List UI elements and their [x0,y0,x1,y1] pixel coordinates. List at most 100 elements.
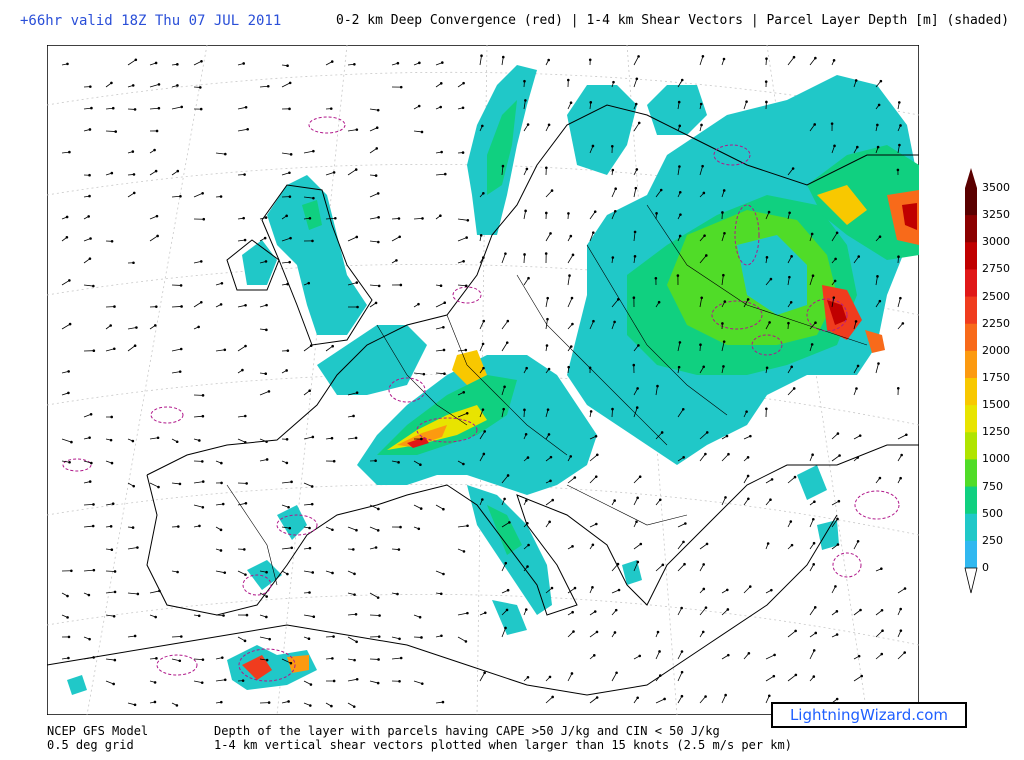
shear-vector [501,475,509,484]
shear-vector-head [770,478,774,481]
shear-vector-head [790,255,793,258]
shear-vector-head [419,507,423,510]
shear-vector [699,56,704,66]
shear-vector-head [571,545,574,548]
shear-vector-head [745,410,748,413]
shear-vector-head [836,517,839,521]
shear-vector [61,438,72,443]
shear-vector-head [178,370,182,373]
shear-vector-head [290,546,294,550]
shear-vector [501,562,507,572]
shear-vector-head [766,542,770,545]
shear-vector-head [704,606,708,609]
shear-vector [853,321,857,330]
shear-vector-head [876,145,880,149]
shear-vector [787,476,796,484]
shear-vector-head [176,570,179,574]
shear-vector-head [832,59,836,62]
shear-vector-head [723,231,726,235]
shear-vector-head [153,681,157,684]
shear-vector-head [109,324,112,327]
shear-vector [721,497,726,506]
shear-vector [567,477,576,484]
colorbar-step [965,432,977,460]
shear-vector-head [286,572,289,576]
shear-vector-head [287,505,290,509]
shear-vector [347,129,357,132]
shear-vector [809,322,816,330]
shear-vector-head [810,343,814,346]
shear-vector-head [439,82,443,85]
shear-vector [545,499,553,506]
shear-vector-head [353,658,356,662]
shear-vector-head [811,274,815,278]
shear-vector-head [545,166,548,170]
shear-vector [721,453,729,462]
shear-vector-head [593,210,597,213]
shear-vector-head [854,320,858,323]
shear-vector-head [789,300,793,304]
colorbar-tick-label: 3500 [982,181,1010,194]
shear-vector-head [376,529,380,532]
shear-vector-head [308,216,312,220]
shear-vector-head [877,103,881,107]
shear-vector-head [332,679,336,683]
shear-vector [699,166,703,176]
colorbar-bottom-triangle [964,567,978,594]
shear-vector [765,654,775,660]
shear-vector [105,130,116,132]
shear-vector [127,592,138,595]
shear-vector-head [443,301,447,305]
shear-vector [105,591,116,594]
shear-vector-head [611,256,615,259]
shear-vector [523,277,529,286]
shear-vector-head [788,211,791,215]
shear-vector-head [220,481,223,485]
shear-vector-head [880,608,884,612]
shear-vector-head [637,121,641,125]
shear-vector-head [399,85,403,89]
shear-vector-head [113,590,117,594]
colorbar-step [965,215,977,243]
shear-vector-head [596,453,599,457]
shear-vector-head [111,106,115,110]
shear-vector-head [613,320,616,324]
shear-vector-head [677,100,681,104]
shear-vector-head [67,370,70,373]
shear-vector [699,297,703,308]
shear-vector-head [223,348,227,352]
shear-vector-head [594,434,598,438]
shear-vector-head [573,476,577,479]
shear-vector-head [180,105,184,109]
shear-vector-head [571,253,575,257]
shear-vector-head [355,235,359,239]
shear-vector-head [682,540,685,544]
shear-vector-head [856,456,860,459]
shear-vector [523,100,526,110]
shear-vector-head [792,387,796,390]
shear-vector-head [243,238,247,242]
shear-vector [699,543,708,550]
shear-vector-head [633,255,637,258]
shear-vector-head [354,168,358,171]
shear-vector [61,280,70,286]
colorbar-step [965,378,977,406]
shear-vector-head [678,190,682,194]
shear-vector-head [311,239,314,243]
shear-vector-head [157,83,161,86]
shear-vector [215,152,226,155]
shear-vector-head [420,130,424,134]
shear-vector-head [68,322,72,326]
colorbar-tick-label: 500 [982,506,1003,520]
shear-vector-head [417,104,421,108]
shear-vector [809,650,815,660]
shear-vector-head [87,215,90,218]
shear-vector-head [544,211,548,215]
shear-vector-head [241,368,244,372]
shear-vector-head [397,548,401,551]
shear-vector-head [90,106,93,110]
shear-vector [875,276,878,286]
shear-vector-head [396,61,400,65]
shear-vector-head [504,626,507,630]
shear-vector-head [91,524,95,528]
